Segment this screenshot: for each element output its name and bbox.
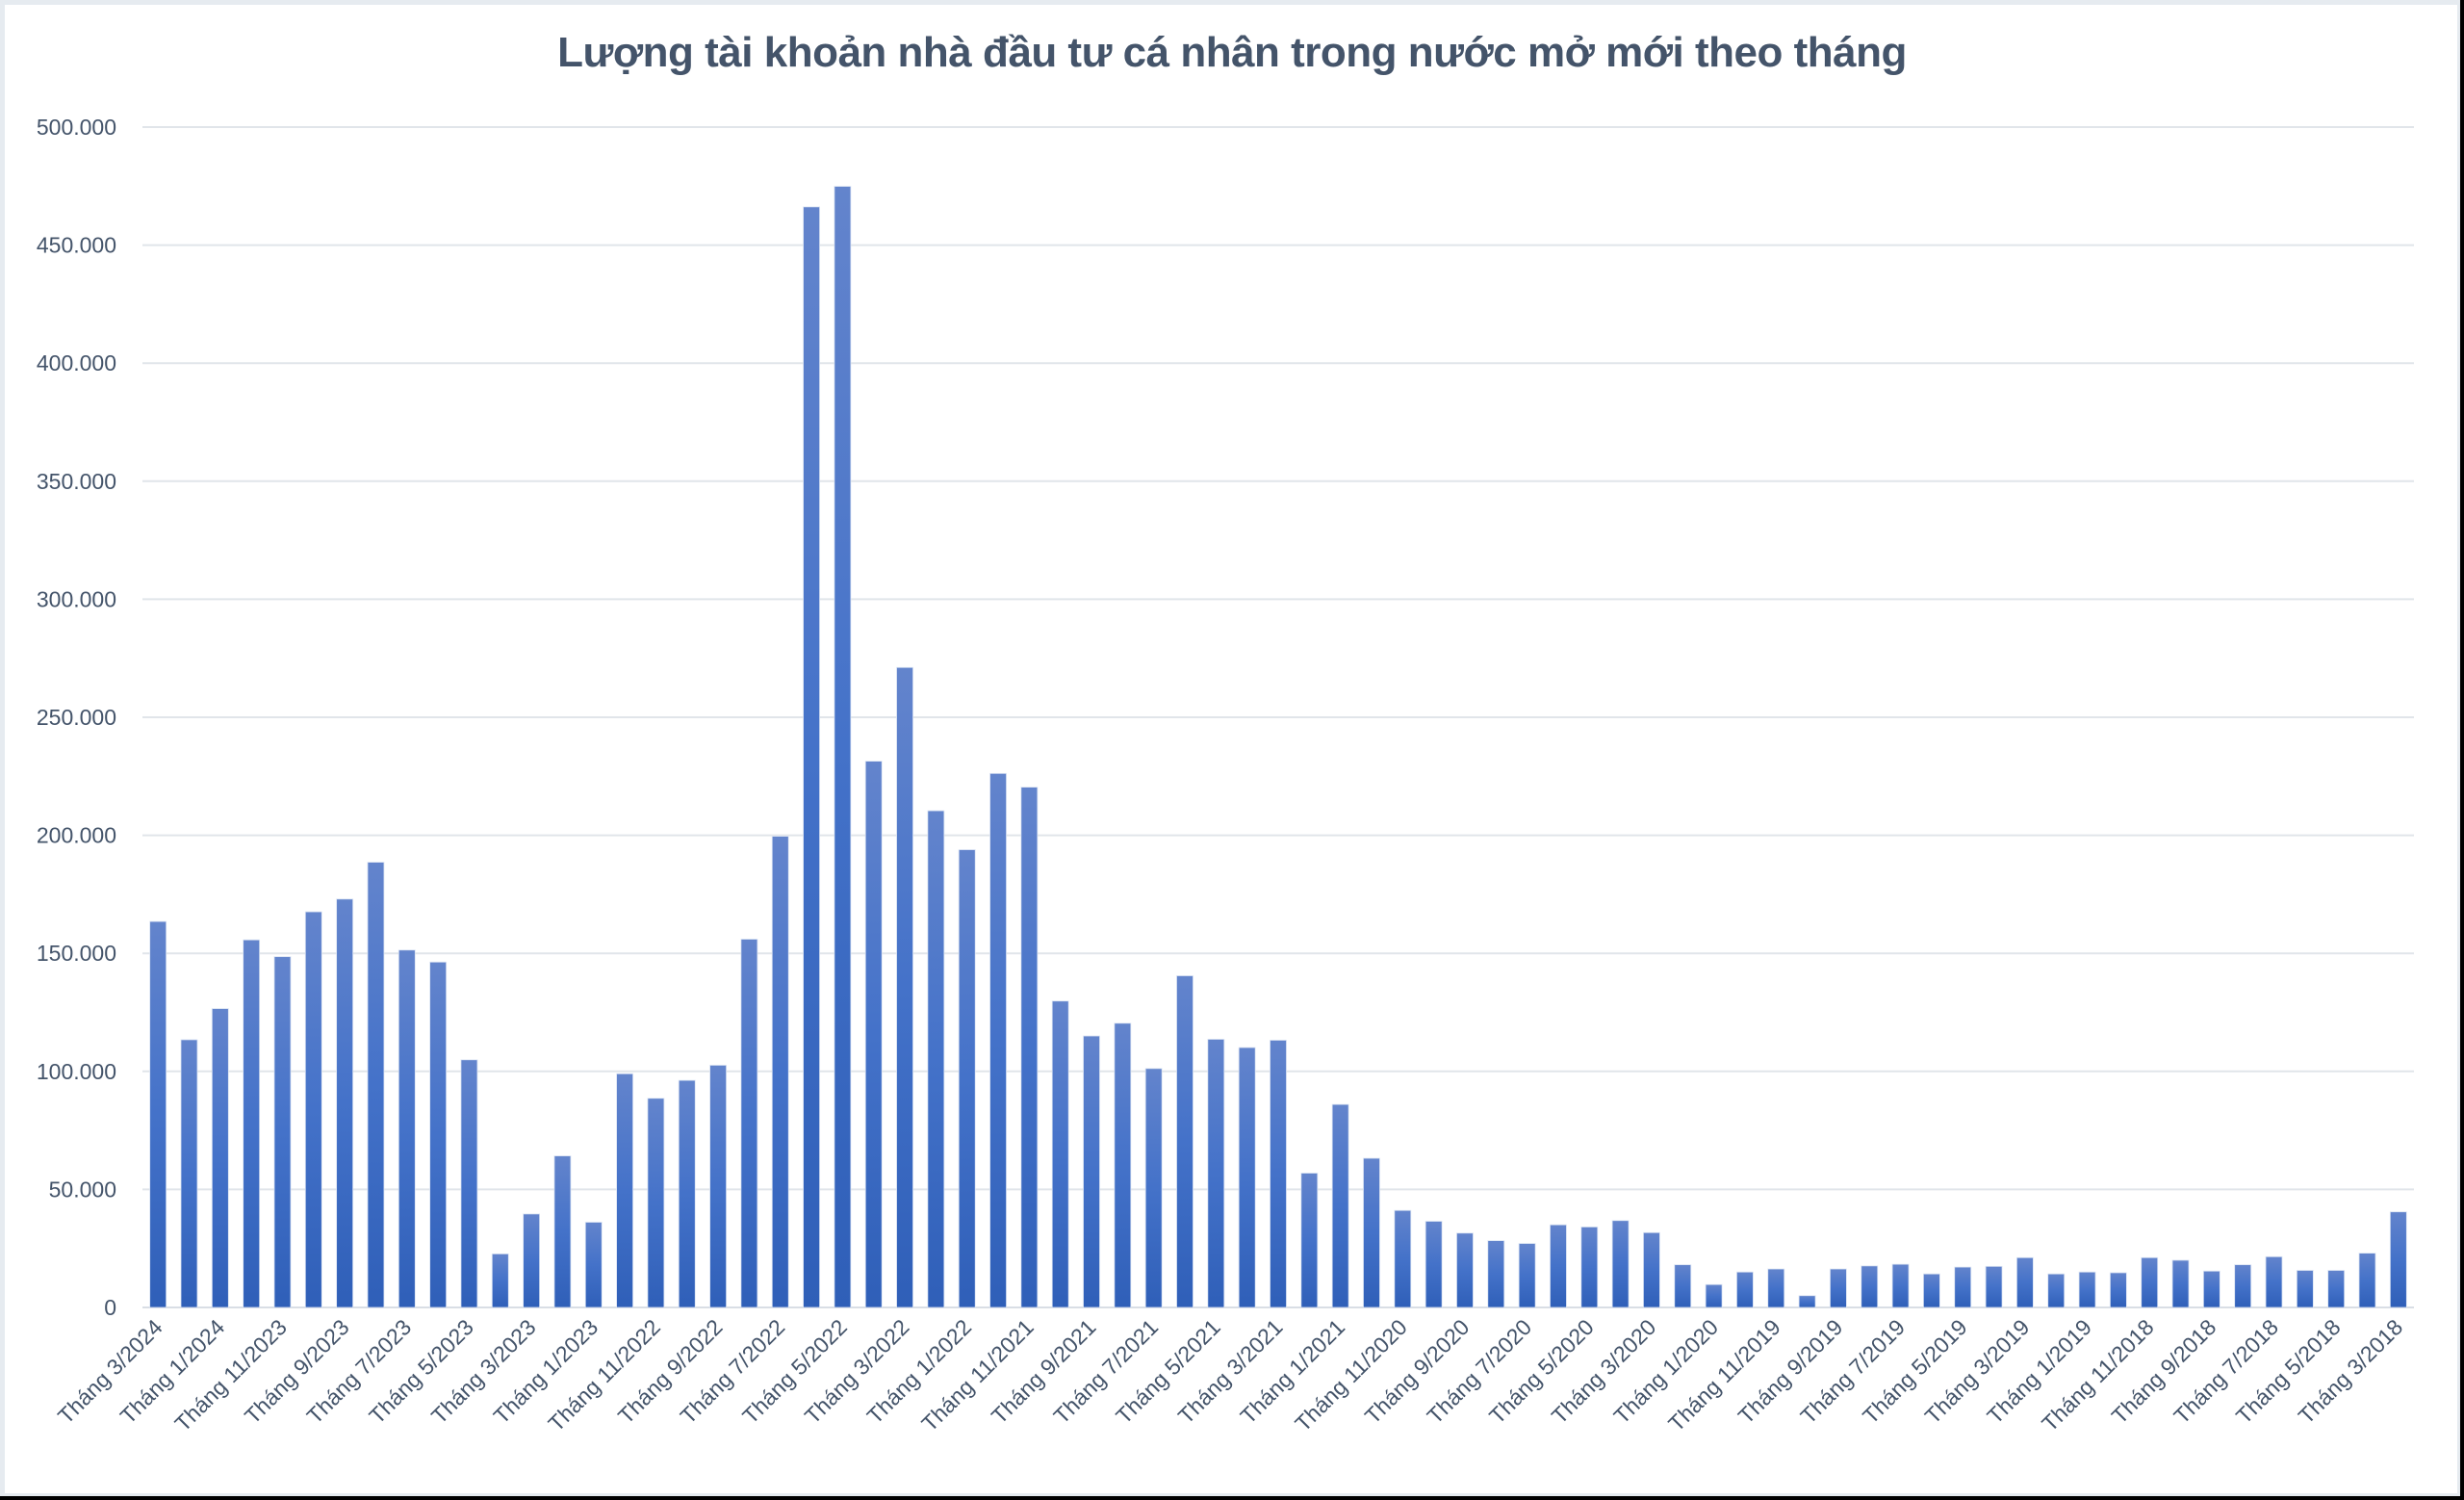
bar — [2358, 1253, 2376, 1308]
bar — [523, 1213, 541, 1308]
bar — [2015, 1256, 2034, 1308]
bar — [616, 1073, 633, 1308]
bar — [989, 772, 1007, 1308]
bar — [803, 206, 820, 1308]
bar — [1456, 1232, 1474, 1308]
bar — [1705, 1283, 1723, 1308]
bar — [1424, 1221, 1443, 1308]
x-tick-label: Tháng 11/2019 — [1663, 1314, 1785, 1436]
bar — [211, 1008, 229, 1308]
bar — [273, 956, 292, 1308]
bar — [896, 666, 913, 1308]
bar — [1083, 1035, 1100, 1308]
y-tick-label: 250.000 — [37, 705, 116, 730]
bar — [304, 911, 322, 1308]
bar — [1985, 1265, 2003, 1308]
gridlines — [142, 126, 2414, 1308]
bar — [1207, 1039, 1225, 1308]
y-tick-label: 150.000 — [37, 941, 116, 966]
y-tick-label: 450.000 — [37, 233, 116, 258]
bar — [1674, 1264, 1692, 1308]
bar — [927, 810, 945, 1308]
bar — [460, 1059, 478, 1308]
bar — [1830, 1268, 1847, 1308]
bar — [1331, 1103, 1349, 1308]
bar — [1394, 1209, 1412, 1308]
bar — [1611, 1220, 1630, 1308]
bar — [180, 1039, 198, 1308]
y-tick-label: 0 — [104, 1295, 116, 1320]
bar — [398, 949, 416, 1308]
y-tick-label: 50.000 — [49, 1177, 116, 1202]
bar — [678, 1079, 696, 1308]
bars — [149, 186, 2407, 1308]
bar — [1487, 1240, 1505, 1308]
bar — [1736, 1271, 1754, 1308]
bar — [2389, 1211, 2407, 1308]
bar — [834, 186, 852, 1308]
bar — [1114, 1022, 1132, 1308]
bar — [336, 898, 354, 1308]
bar — [2078, 1271, 2096, 1308]
x-tick-label: Tháng 11/2021 — [916, 1314, 1039, 1436]
y-tick-label: 500.000 — [37, 115, 116, 140]
y-axis-labels: 0 50.000 100.000 150.000 200.000 250.000 300.0… — [37, 115, 116, 1320]
bar — [429, 961, 448, 1308]
bar — [2141, 1256, 2159, 1308]
bar — [740, 939, 758, 1308]
x-tick-label: Tháng 11/2022 — [543, 1314, 665, 1436]
bar — [1643, 1231, 1660, 1308]
x-tick-label: Tháng 11/2023 — [169, 1314, 292, 1436]
bar — [2234, 1264, 2252, 1308]
bar — [1270, 1040, 1287, 1308]
bar — [1923, 1273, 1940, 1308]
bar — [367, 862, 385, 1308]
bar — [1051, 1000, 1069, 1308]
bar — [2171, 1259, 2190, 1308]
bar — [1518, 1243, 1536, 1308]
bar — [2109, 1272, 2127, 1308]
x-tick-label: Tháng 11/2020 — [1290, 1314, 1412, 1436]
bar — [1767, 1268, 1785, 1308]
bar — [1954, 1266, 1972, 1308]
bar — [771, 836, 789, 1308]
y-tick-label: 300.000 — [37, 586, 116, 611]
x-tick-label: Tháng 3/2024 — [53, 1314, 167, 1429]
bar — [1300, 1173, 1319, 1308]
bar — [1891, 1263, 1910, 1308]
bar — [958, 849, 976, 1308]
bar — [1238, 1047, 1256, 1308]
x-tick-label: Tháng 11/2018 — [2037, 1314, 2159, 1436]
bar — [584, 1222, 603, 1308]
bar — [1176, 975, 1194, 1308]
chart-title: Lượng tài khoản nhà đầu tư cá nhân trong… — [557, 29, 1907, 76]
bar — [1363, 1157, 1380, 1308]
bar — [2296, 1270, 2314, 1308]
bar — [864, 761, 883, 1308]
bar — [553, 1155, 572, 1308]
bar — [149, 920, 167, 1308]
bar — [2327, 1270, 2346, 1308]
y-tick-label: 200.000 — [37, 823, 116, 848]
y-tick-label: 400.000 — [37, 350, 116, 375]
bar — [1580, 1226, 1599, 1308]
bar — [491, 1253, 509, 1308]
bar — [243, 939, 261, 1308]
bar — [1020, 787, 1039, 1308]
bar — [647, 1098, 665, 1308]
bar — [709, 1065, 727, 1308]
bar — [1861, 1265, 1879, 1308]
y-tick-label: 100.000 — [37, 1059, 116, 1084]
bar — [1798, 1295, 1816, 1308]
bar — [2202, 1270, 2220, 1308]
bar — [1550, 1224, 1567, 1308]
bar — [2265, 1255, 2283, 1308]
bar — [1144, 1068, 1163, 1308]
y-tick-label: 350.000 — [37, 469, 116, 494]
bar — [2047, 1273, 2066, 1308]
